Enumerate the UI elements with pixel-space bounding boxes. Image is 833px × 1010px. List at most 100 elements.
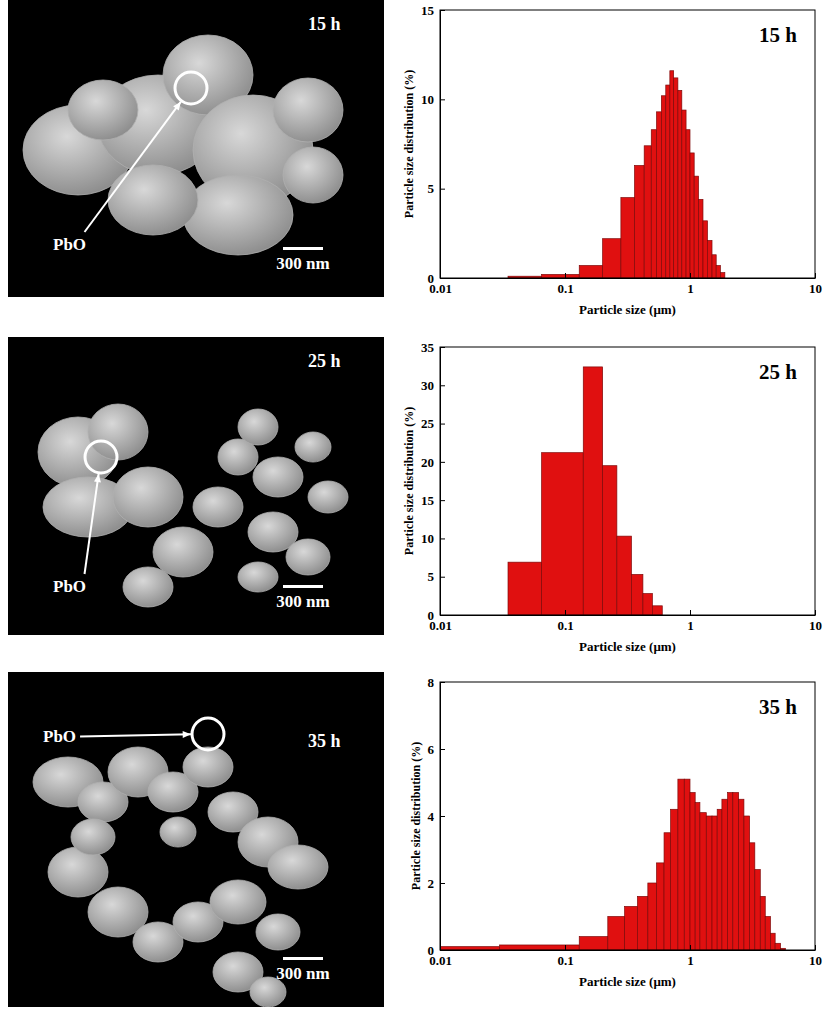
x-tick-mark bbox=[690, 610, 691, 615]
x-tick-label: 1 bbox=[687, 618, 694, 633]
x-tick-mark bbox=[565, 610, 566, 615]
scale-bar bbox=[283, 957, 323, 960]
histogram-bar bbox=[670, 71, 674, 278]
y-tick: 0 bbox=[428, 943, 446, 958]
histogram-bar bbox=[686, 130, 690, 278]
histogram-bar bbox=[608, 917, 625, 951]
y-tick: 25 bbox=[421, 416, 445, 431]
histogram-bar bbox=[644, 146, 651, 278]
sem-label: 35 h bbox=[308, 731, 341, 751]
y-tick: 6 bbox=[428, 742, 446, 757]
y-tick-mark bbox=[440, 615, 445, 616]
sem-background bbox=[8, 337, 384, 635]
plot-frame bbox=[440, 682, 815, 950]
y-tick: 15 bbox=[421, 493, 445, 508]
x-tick: 0.1 bbox=[557, 945, 573, 968]
x-tick-mark bbox=[815, 610, 816, 615]
histogram-bar bbox=[579, 937, 608, 950]
y-axis-title: Particle size distribution (%) bbox=[402, 70, 416, 218]
y-tick-mark bbox=[440, 462, 445, 463]
arrow-head bbox=[183, 731, 191, 738]
histogram-bar bbox=[755, 870, 760, 950]
histogram-bar bbox=[739, 799, 744, 950]
y-tick-mark bbox=[440, 682, 445, 683]
particle bbox=[238, 409, 278, 445]
x-tick-mark bbox=[690, 273, 691, 278]
histogram-bar bbox=[684, 779, 690, 950]
x-tick-mark bbox=[815, 273, 816, 278]
x-axis-line bbox=[441, 615, 816, 616]
y-tick: 10 bbox=[421, 92, 445, 107]
chart-title: 15 h bbox=[759, 23, 797, 47]
annotation: PbO bbox=[43, 727, 76, 746]
x-tick-label: 0.1 bbox=[557, 618, 573, 633]
y-tick: 15 bbox=[421, 3, 445, 18]
x-axis-line bbox=[441, 278, 816, 279]
y-tick-mark bbox=[440, 385, 445, 386]
y-tick: 2 bbox=[428, 876, 446, 891]
histogram-bar bbox=[694, 176, 698, 278]
histogram-bar bbox=[671, 809, 678, 950]
histogram-bar bbox=[712, 816, 717, 950]
plot-frame bbox=[440, 10, 815, 278]
histogram-bar bbox=[631, 574, 642, 615]
sem-background bbox=[8, 0, 384, 297]
x-tick-label: 10 bbox=[809, 618, 822, 633]
histogram-bar bbox=[717, 809, 722, 950]
particle bbox=[273, 78, 343, 142]
y-tick-label: 10 bbox=[421, 92, 434, 107]
y-tick-label: 0 bbox=[428, 608, 435, 623]
y-tick: 8 bbox=[428, 675, 446, 690]
arrow bbox=[80, 734, 191, 736]
histogram-bar bbox=[733, 793, 739, 950]
particle bbox=[68, 80, 138, 140]
histogram-bar bbox=[625, 906, 638, 950]
sem-image: PbO35 h300 nm bbox=[8, 672, 384, 1007]
x-axis: 0.010.1110 bbox=[429, 945, 822, 968]
y-axis-line bbox=[440, 11, 441, 279]
x-axis-title: Particle size (μm) bbox=[579, 974, 676, 989]
x-tick-label: 10 bbox=[809, 953, 822, 968]
scale-bar-label: 300 nm bbox=[276, 254, 329, 273]
x-tick-label: 1 bbox=[687, 953, 694, 968]
y-tick-label: 8 bbox=[428, 675, 435, 690]
y-tick-mark bbox=[440, 10, 445, 11]
y-tick-label: 0 bbox=[428, 943, 435, 958]
histogram-bar bbox=[706, 816, 712, 950]
y-axis-title: Particle size distribution (%) bbox=[402, 407, 416, 555]
y-tick: 35 bbox=[421, 340, 445, 355]
histogram-bar bbox=[690, 793, 695, 950]
y-tick-mark bbox=[440, 189, 445, 190]
scale-bar-label: 300 nm bbox=[276, 592, 329, 611]
x-tick-mark bbox=[565, 945, 566, 950]
particle bbox=[153, 527, 213, 577]
x-tick-label: 0.1 bbox=[557, 953, 573, 968]
particle bbox=[256, 914, 300, 950]
scale-bar bbox=[283, 247, 323, 250]
y-tick-label: 0 bbox=[428, 271, 435, 286]
histogram-panel: 0.010.111005101515 hParticle size (μm)Pa… bbox=[402, 3, 822, 317]
particle bbox=[210, 880, 266, 924]
arrow bbox=[85, 102, 181, 232]
y-tick: 5 bbox=[428, 569, 446, 584]
histogram-bar bbox=[760, 896, 765, 950]
histogram-bar bbox=[542, 453, 584, 615]
histogram-bar bbox=[722, 799, 728, 950]
histogram-bar bbox=[661, 96, 665, 278]
histogram-bar bbox=[678, 90, 682, 278]
histogram-bar bbox=[700, 813, 706, 950]
y-tick-label: 10 bbox=[421, 531, 434, 546]
histogram-bar bbox=[542, 274, 580, 278]
histogram-bar bbox=[657, 863, 664, 950]
sem-label: 15 h bbox=[308, 14, 341, 34]
histogram-bar bbox=[643, 594, 652, 615]
histogram-bar bbox=[690, 153, 694, 278]
y-tick-mark bbox=[440, 883, 445, 884]
y-tick-label: 30 bbox=[421, 378, 434, 393]
figure: PbO15 h300 nmPbO25 h300 nmPbO35 h300 nm0… bbox=[0, 0, 833, 1010]
particles bbox=[38, 404, 348, 607]
x-tick: 10 bbox=[809, 273, 822, 296]
histogram-bar bbox=[770, 933, 775, 950]
x-axis: 0.010.1110 bbox=[429, 610, 822, 633]
histogram-bar bbox=[707, 240, 712, 278]
